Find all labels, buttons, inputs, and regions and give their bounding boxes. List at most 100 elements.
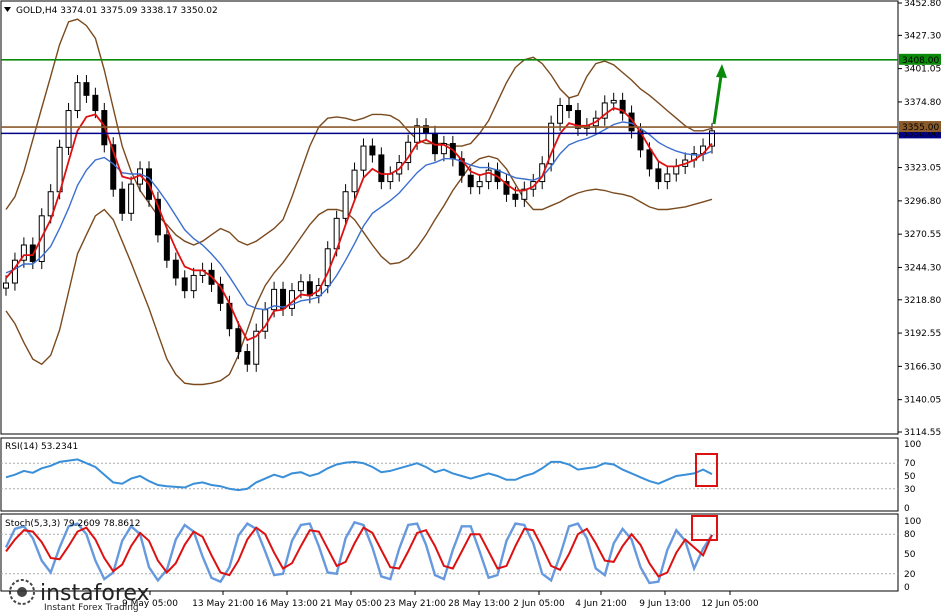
rsi-tick-label: 0 [904,504,910,514]
ema-slow-line [5,121,713,311]
candle-body [566,104,573,112]
candle-body [655,168,662,183]
price-tick-label: 3166.30 [904,362,941,372]
stoch-tick-label: 80 [904,530,916,540]
rsi-tick-label: 70 [904,459,916,469]
candle-body [235,328,242,353]
candle-body [476,181,483,188]
candle-body [387,173,394,183]
price-tick-label: 3244.30 [904,263,941,273]
watermark-brand: instaforex [40,581,150,606]
candle-body [351,169,358,193]
ema-fast-line [5,107,713,342]
price-tick-label: 3296.80 [904,197,941,207]
time-tick-label: 9 May 05:00 [122,599,178,609]
rsi-panel[interactable] [0,437,899,512]
candle-body [440,143,447,155]
price-axis-ticks: 3452.803427.303401.053374.803349.303323.… [898,0,941,438]
rsi-header: RSI(14) 53.2341 [5,442,78,452]
candle-body [65,110,72,148]
candle-body [485,169,492,183]
stoch-highlight-box [691,515,718,541]
candle-body [181,277,188,292]
price-tick-label: 3140.05 [904,396,941,406]
price-tick-label: 3192.55 [904,329,941,339]
candle-body [673,165,680,175]
rsi-indicator: 100 70 50 30 0 [1,440,921,514]
rsi-line [5,458,713,492]
candle-body [47,191,54,217]
stoch-tick-label: 20 [904,570,916,580]
candle-body [601,102,608,119]
time-tick-label: 4 Jun 21:00 [575,599,627,609]
candle-body [119,188,126,214]
stochastic-indicator: 100 80 50 20 0 [1,517,921,593]
candle-body [297,281,304,292]
bollinger-lower-line [5,155,713,386]
candle-body [154,198,161,236]
candle-body [92,94,99,112]
candle-body [521,188,528,200]
watermark-tagline: Instant Forex Trading [44,603,139,613]
price-panel[interactable] [0,0,899,435]
candle-body [271,288,278,311]
current-price-label-bg [899,121,941,133]
candle-body [619,99,626,114]
triangle-down-icon[interactable] [4,7,11,12]
candle-body [378,154,385,183]
candle-body [306,281,313,297]
candle-body [20,244,27,261]
price-tick-label: 3270.55 [904,230,941,240]
time-tick-label: 23 May 21:00 [384,599,446,609]
candle-body [709,130,715,147]
candle-body [548,122,555,165]
rsi-tick-label: 50 [904,472,916,482]
blue-level-label: 3350.00 [902,129,939,139]
time-tick-label: 12 Jun 05:00 [701,599,758,609]
price-tick-label: 3114.55 [904,428,941,438]
time-tick-label: 13 May 21:00 [192,599,254,609]
price-tick-label: 3374.80 [904,98,941,108]
candle-body [503,181,510,195]
price-tick-label: 3401.05 [904,65,941,75]
current-price-label: 3355.00 [902,123,939,133]
candle-body [244,351,251,365]
stoch-tick-label: 0 [904,583,910,593]
bollinger-upper-line [5,18,713,246]
candle-body [646,149,653,170]
time-axis: 9 May 05:00 13 May 21:00 16 May 13:00 21 Ma… [122,591,759,609]
price-tick-label: 3218.80 [904,296,941,306]
blue-level-label-bg [899,127,941,139]
candle-body [512,193,519,200]
rsi-highlight-box [695,453,718,487]
rsi-tick-label: 30 [904,485,916,495]
time-tick-label: 9 Jun 13:00 [639,599,691,609]
moving-averages [5,107,713,342]
stoch-panel[interactable] [0,513,899,592]
stoch-main-line [4,520,714,585]
stoch-tick-label: 50 [904,550,916,560]
time-tick-label: 16 May 13:00 [256,599,318,609]
resistance-level-label: 3408.00 [902,56,939,66]
stoch-tick-label: 100 [904,517,921,527]
price-tick-label: 3323.05 [904,164,941,174]
candle-body [360,145,367,171]
candle-body [74,82,81,112]
candle-body [11,259,18,284]
up-arrow-icon [712,64,727,125]
candle-body [467,174,474,188]
resistance-level-label-bg [899,53,941,65]
bollinger-bands [5,18,713,386]
candle-body [342,191,349,219]
price-tick-label: 3452.80 [904,0,941,9]
candle-body [83,82,90,96]
candle-body [163,234,170,261]
rsi-tick-label: 100 [904,440,921,450]
price-tick-label: 3427.30 [904,31,941,41]
candle-body [280,288,287,309]
candle-body [369,145,376,156]
time-tick-label: 28 May 13:00 [448,599,510,609]
instaforex-logo-icon [9,579,35,605]
